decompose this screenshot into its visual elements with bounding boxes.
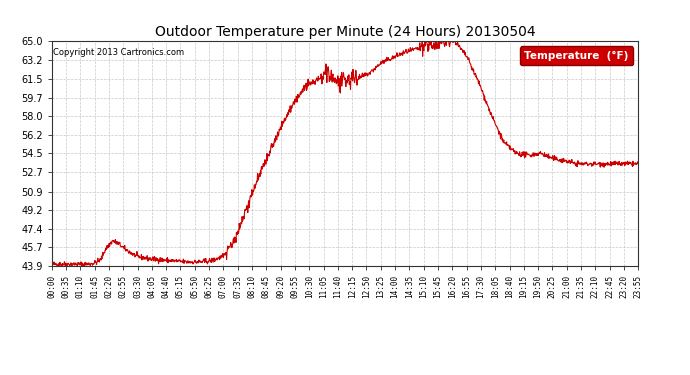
Legend: Temperature  (°F): Temperature (°F) xyxy=(520,46,633,65)
Text: Copyright 2013 Cartronics.com: Copyright 2013 Cartronics.com xyxy=(53,48,184,57)
Title: Outdoor Temperature per Minute (24 Hours) 20130504: Outdoor Temperature per Minute (24 Hours… xyxy=(155,25,535,39)
